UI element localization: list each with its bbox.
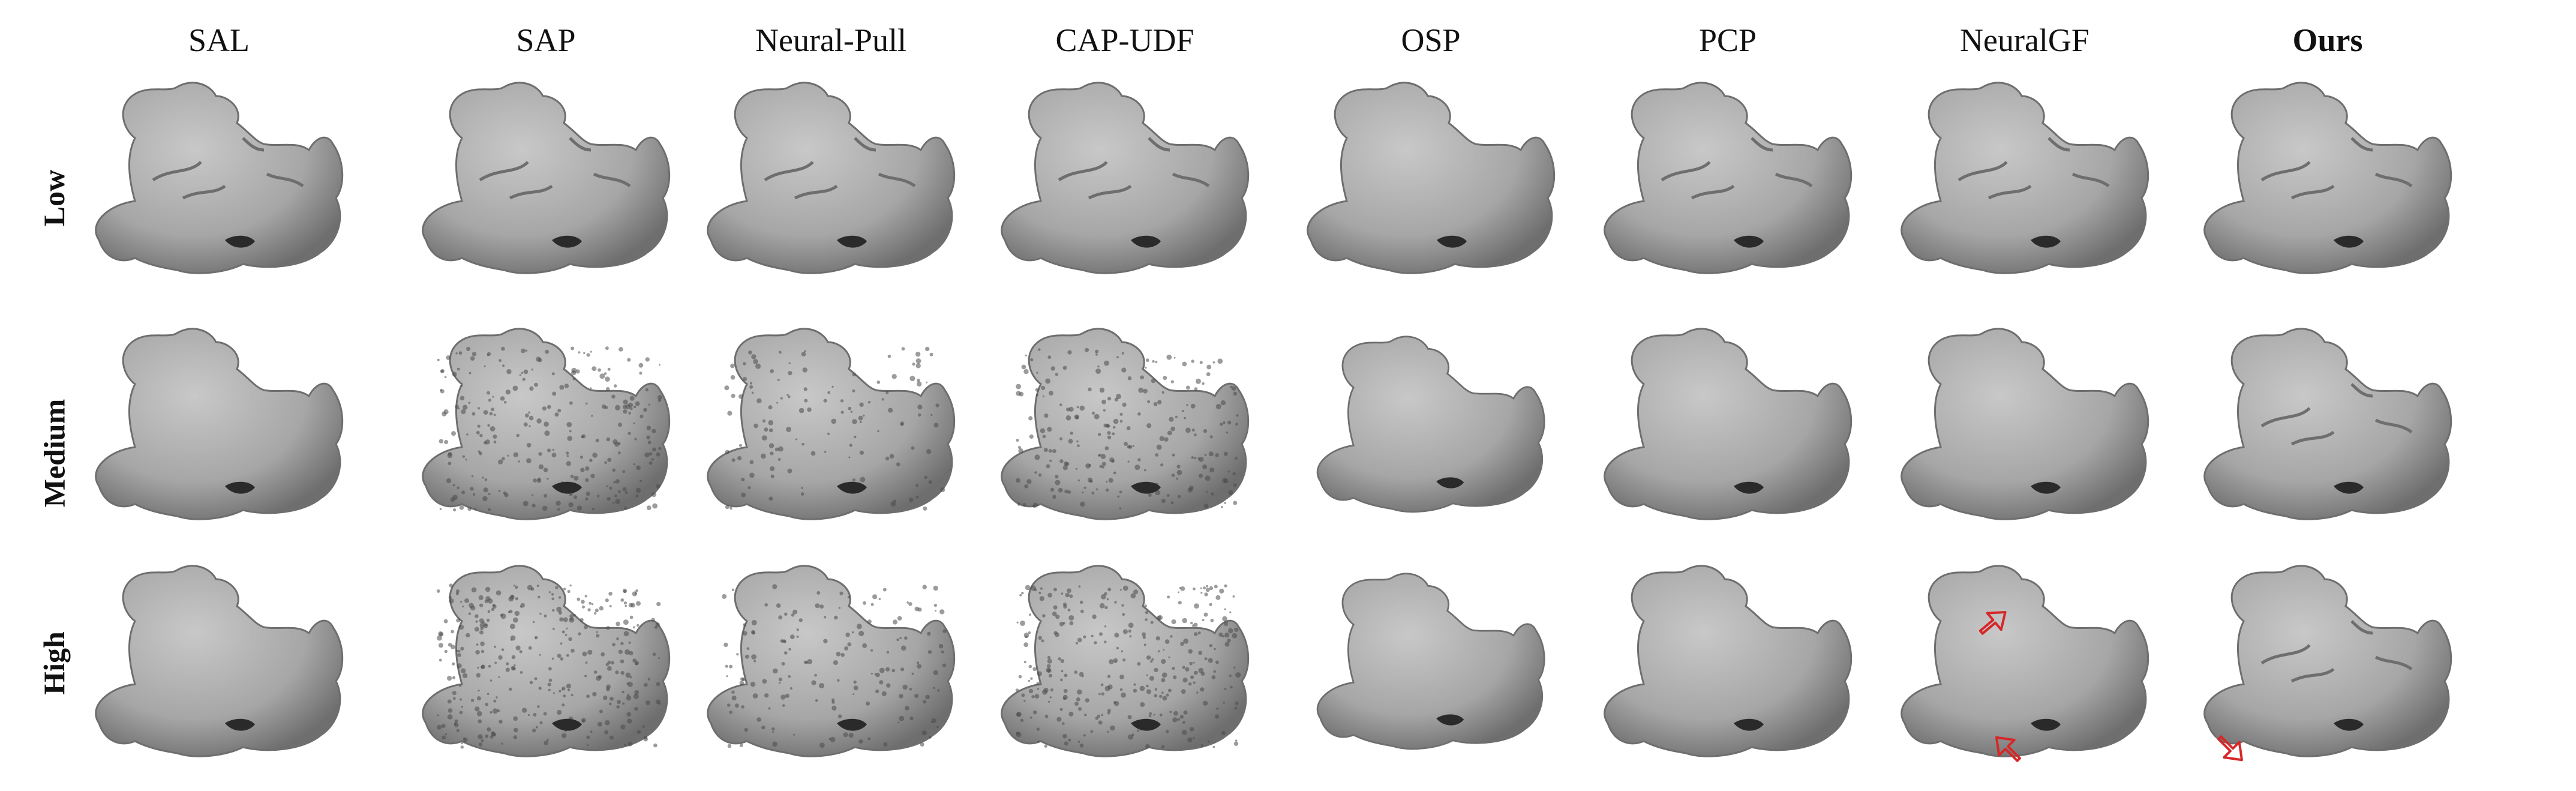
reconstruction-neural-pull-high xyxy=(675,543,987,783)
reconstruction-sal-low xyxy=(63,60,375,300)
reconstruction-sap-medium xyxy=(390,306,702,546)
column-header-neural-pull: Neural-Pull xyxy=(755,22,906,58)
reconstruction-sal-high xyxy=(63,543,375,783)
annotation-arrow-tail xyxy=(2211,726,2253,768)
reconstruction-ours-medium xyxy=(2172,306,2484,546)
reconstruction-pcp-high xyxy=(1572,543,1884,783)
annotation-arrow-head xyxy=(1971,600,2013,642)
column-header-ours: Ours xyxy=(2292,22,2363,58)
annotation-arrow-paw xyxy=(1986,729,2028,771)
column-header-pcp: PCP xyxy=(1698,22,1757,58)
reconstruction-cap-udf-low xyxy=(969,60,1281,300)
reconstruction-osp-low xyxy=(1275,60,1587,300)
reconstruction-cap-udf-high xyxy=(969,543,1281,783)
reconstruction-neural-pull-medium xyxy=(675,306,987,546)
column-header-osp: OSP xyxy=(1401,22,1461,58)
reconstruction-osp-medium xyxy=(1275,306,1587,546)
reconstruction-pcp-low xyxy=(1572,60,1884,300)
reconstruction-neuralgf-low xyxy=(1869,60,2181,300)
reconstruction-pcp-medium xyxy=(1572,306,1884,546)
reconstruction-sap-high xyxy=(390,543,702,783)
column-header-cap-udf: CAP-UDF xyxy=(1055,22,1194,58)
reconstruction-neuralgf-high xyxy=(1869,543,2181,783)
reconstruction-ours-high xyxy=(2172,543,2484,783)
reconstruction-sal-medium xyxy=(63,306,375,546)
reconstruction-neural-pull-low xyxy=(675,60,987,300)
column-header-neuralgf: NeuralGF xyxy=(1960,22,2089,58)
reconstruction-neuralgf-medium xyxy=(1869,306,2181,546)
reconstruction-ours-low xyxy=(2172,60,2484,300)
reconstruction-cap-udf-medium xyxy=(969,306,1281,546)
column-header-sal: SAL xyxy=(188,22,250,58)
reconstruction-osp-high xyxy=(1275,543,1587,783)
column-header-sap: SAP xyxy=(516,22,576,58)
reconstruction-sap-low xyxy=(390,60,702,300)
